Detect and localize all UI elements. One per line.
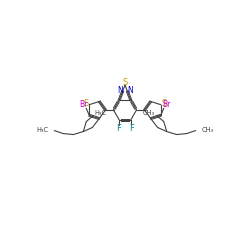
Text: N: N <box>127 86 133 95</box>
Text: H₃C: H₃C <box>37 126 49 132</box>
Text: Br: Br <box>162 100 170 109</box>
Text: F: F <box>116 124 121 134</box>
Text: CH₃: CH₃ <box>201 126 213 132</box>
Text: S: S <box>122 78 128 87</box>
Text: Br: Br <box>80 100 88 109</box>
Text: CH₃: CH₃ <box>143 110 155 116</box>
Text: H₃C: H₃C <box>95 110 107 116</box>
Text: N: N <box>117 86 123 95</box>
Text: F: F <box>129 124 134 134</box>
Text: S: S <box>162 99 167 108</box>
Text: S: S <box>83 99 88 108</box>
